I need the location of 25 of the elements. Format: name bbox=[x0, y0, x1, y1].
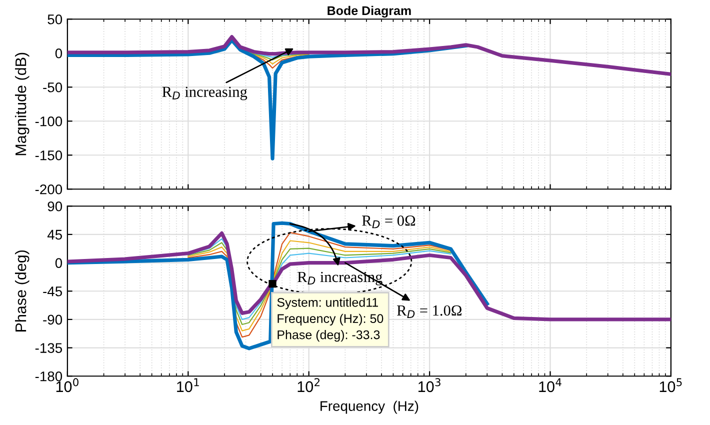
x-axis-title: Frequency (Hz) bbox=[320, 400, 418, 414]
annotation: System: untitled11 Frequency (Hz): 50 Phase (deg): -33.3 bbox=[277, 298, 384, 342]
x-tick-label: 10$^{3}$ bbox=[418, 378, 440, 392]
y-tick-label: 0 bbox=[55, 258, 62, 268]
y-tick-label: -150 bbox=[35, 150, 62, 160]
y-tick-label: -200 bbox=[35, 184, 62, 194]
y-axis-title: Magnitude (dB) bbox=[14, 52, 30, 156]
y-tick-label: 50 bbox=[48, 14, 62, 24]
y-tick-label: -135 bbox=[35, 343, 62, 353]
y-tick-label: -100 bbox=[35, 116, 62, 126]
x-tick-label: 10$^{2}$ bbox=[298, 378, 320, 392]
y-tick-label: 0 bbox=[55, 48, 62, 58]
x-tick-label: 10$^{1}$ bbox=[177, 378, 199, 392]
x-tick-label: 10$^{5}$ bbox=[660, 378, 682, 392]
chart-title: Bode Diagram bbox=[328, 6, 411, 18]
y-tick-label: -90 bbox=[43, 314, 62, 325]
x-tick-label: 10$^{4}$ bbox=[539, 378, 562, 392]
y-tick-label: 45 bbox=[47, 230, 62, 240]
y-tick-label: 90 bbox=[48, 201, 62, 212]
y-axis-title: Phase (deg) bbox=[14, 250, 30, 332]
y-tick-label: -50 bbox=[43, 82, 62, 92]
annotation: R$_{D}$ = 1.0Ω bbox=[397, 305, 462, 318]
y-tick-label: -45 bbox=[43, 286, 62, 296]
annotation: R$_{D}$ = 0Ω bbox=[362, 216, 416, 228]
annotation: R$_{D}$ increasing bbox=[162, 86, 248, 100]
